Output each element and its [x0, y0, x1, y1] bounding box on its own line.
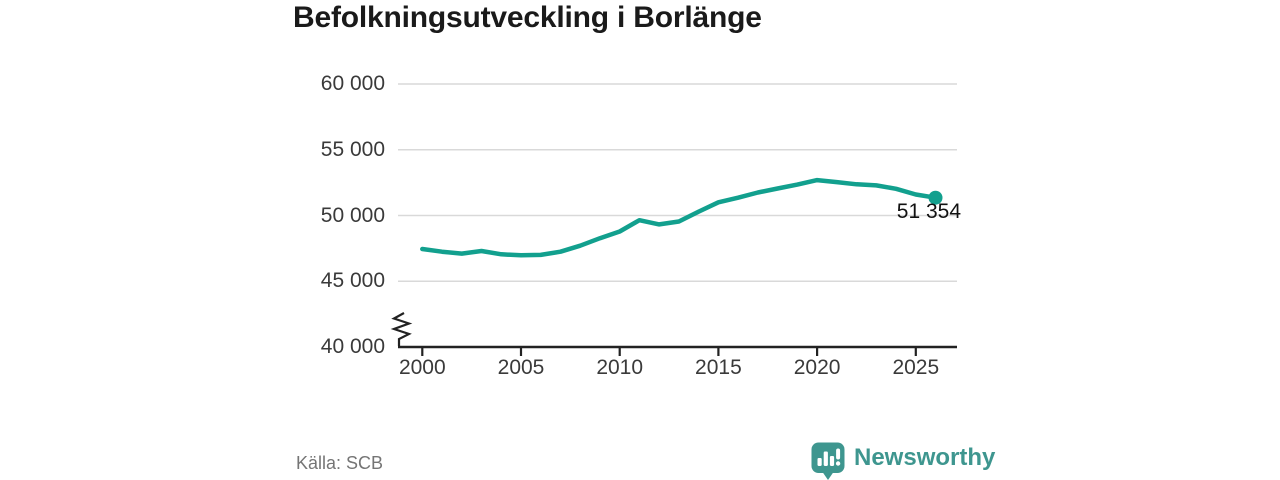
y-tick-label: 45 000 [320, 269, 385, 293]
gridlines [398, 83, 957, 283]
brand-name: Newsworthy [854, 444, 996, 471]
axis-break-icon [390, 312, 413, 346]
y-tick-label: 50 000 [320, 203, 385, 227]
x-tick-label: 2005 [497, 356, 545, 379]
source-attribution: Källa: SCB [296, 453, 384, 473]
newsworthy-bubble-chart-icon [811, 442, 845, 480]
last-point-dot [928, 190, 943, 205]
y-tick-label: 55 000 [320, 137, 385, 161]
chart-title: Befolkningsutveckling i Borlänge [293, 1, 762, 34]
newsworthy-logo: Newsworthy [810, 441, 995, 480]
x-axis [398, 345, 957, 356]
last-point-value-label: 51 354 [896, 200, 961, 223]
population-line [420, 177, 938, 258]
y-tick-label: 40 000 [320, 335, 385, 358]
x-tick-label: 2000 [398, 356, 446, 379]
x-tick-label: 2025 [892, 356, 940, 379]
x-tick-label: 2015 [695, 356, 742, 379]
x-tick-label: 2020 [793, 356, 841, 379]
x-tick-label: 2010 [596, 356, 644, 379]
y-tick-label: 60 000 [320, 72, 385, 95]
